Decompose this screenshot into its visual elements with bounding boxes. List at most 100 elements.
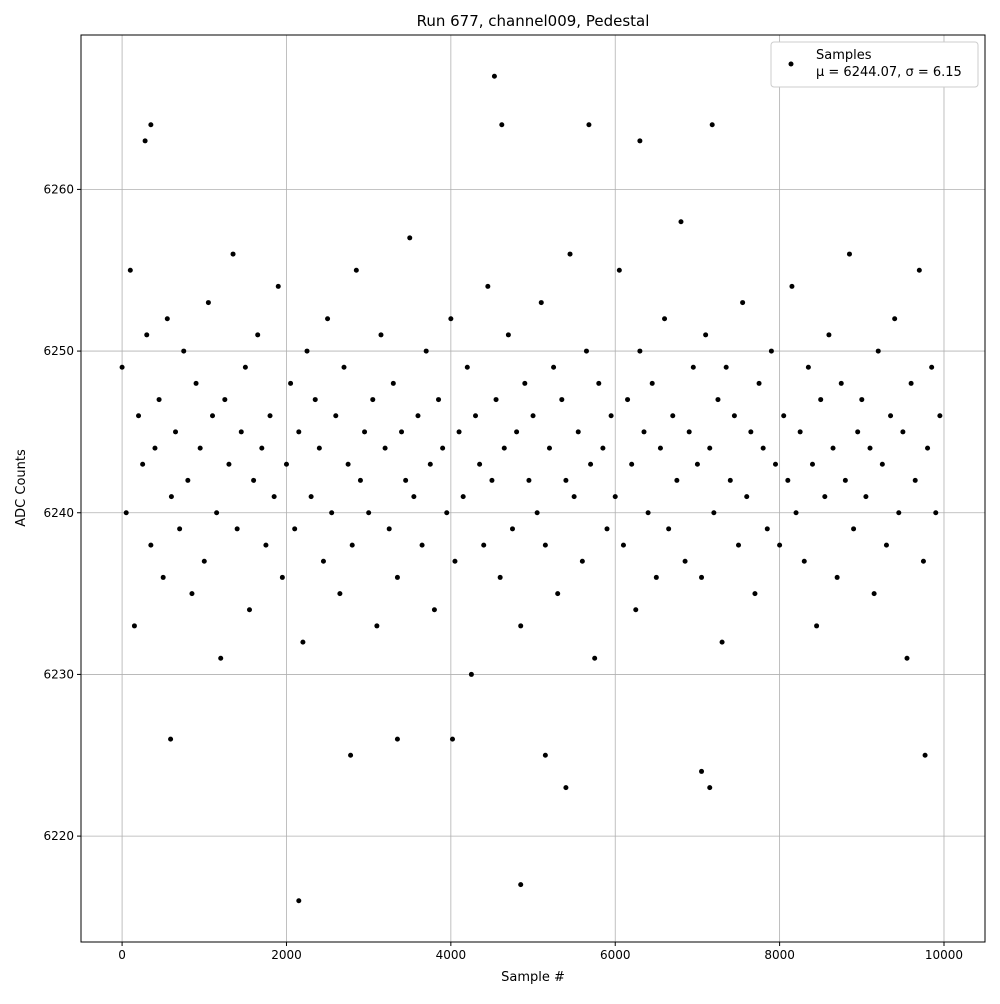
point bbox=[448, 316, 454, 322]
point bbox=[226, 461, 232, 467]
point bbox=[863, 494, 869, 500]
legend: Samples μ = 6244.07, σ = 6.15 bbox=[770, 41, 979, 88]
point bbox=[625, 397, 631, 403]
x-axis-label: Sample # bbox=[501, 970, 565, 985]
point bbox=[481, 542, 487, 548]
point bbox=[916, 267, 922, 273]
point bbox=[333, 413, 339, 419]
point bbox=[464, 364, 470, 370]
point bbox=[703, 332, 709, 338]
point bbox=[275, 283, 281, 289]
point bbox=[320, 558, 326, 564]
point bbox=[456, 429, 462, 435]
point bbox=[427, 461, 433, 467]
point bbox=[575, 429, 581, 435]
point bbox=[164, 316, 170, 322]
point bbox=[736, 542, 742, 548]
point bbox=[883, 542, 889, 548]
point bbox=[879, 461, 885, 467]
point bbox=[230, 251, 236, 257]
axes-frame bbox=[80, 34, 986, 943]
point bbox=[781, 413, 787, 419]
point bbox=[707, 445, 713, 451]
point bbox=[842, 477, 848, 483]
point bbox=[785, 477, 791, 483]
point bbox=[518, 882, 524, 888]
point bbox=[772, 461, 778, 467]
point bbox=[283, 461, 289, 467]
point bbox=[822, 494, 828, 500]
point bbox=[468, 671, 474, 677]
point bbox=[530, 413, 536, 419]
point bbox=[731, 413, 737, 419]
point bbox=[686, 429, 692, 435]
point bbox=[699, 574, 705, 580]
point bbox=[888, 413, 894, 419]
point bbox=[546, 445, 552, 451]
point bbox=[892, 316, 898, 322]
point bbox=[723, 364, 729, 370]
point bbox=[144, 332, 150, 338]
point bbox=[382, 445, 388, 451]
point bbox=[896, 510, 902, 516]
point bbox=[168, 736, 174, 742]
point bbox=[348, 752, 354, 758]
point bbox=[555, 591, 561, 597]
point bbox=[922, 752, 928, 758]
point bbox=[612, 494, 618, 500]
y-tick-label: 6260 bbox=[43, 182, 74, 196]
point bbox=[809, 461, 815, 467]
point bbox=[616, 267, 622, 273]
point bbox=[218, 655, 224, 661]
point bbox=[715, 397, 721, 403]
point bbox=[201, 558, 207, 564]
point bbox=[641, 429, 647, 435]
point bbox=[694, 461, 700, 467]
point bbox=[491, 73, 497, 79]
point bbox=[637, 348, 643, 354]
point bbox=[403, 477, 409, 483]
point bbox=[748, 429, 754, 435]
point bbox=[596, 380, 602, 386]
point bbox=[205, 300, 211, 306]
point bbox=[123, 510, 129, 516]
point bbox=[793, 510, 799, 516]
point bbox=[567, 251, 573, 257]
point bbox=[670, 413, 676, 419]
point bbox=[662, 316, 668, 322]
point bbox=[674, 477, 680, 483]
y-axis-label: ADC Counts bbox=[14, 449, 29, 527]
point bbox=[499, 122, 505, 128]
point bbox=[288, 380, 294, 386]
point bbox=[242, 364, 248, 370]
point bbox=[657, 445, 663, 451]
point bbox=[279, 574, 285, 580]
point bbox=[797, 429, 803, 435]
x-tick-label: 6000 bbox=[600, 948, 631, 962]
point bbox=[485, 283, 491, 289]
point bbox=[859, 397, 865, 403]
point bbox=[777, 542, 783, 548]
point bbox=[497, 574, 503, 580]
point bbox=[177, 526, 183, 532]
point bbox=[608, 413, 614, 419]
point bbox=[933, 510, 939, 516]
point bbox=[678, 219, 684, 225]
point bbox=[304, 348, 310, 354]
point bbox=[846, 251, 852, 257]
point bbox=[292, 526, 298, 532]
point bbox=[374, 623, 380, 629]
point bbox=[711, 510, 717, 516]
point bbox=[255, 332, 261, 338]
point bbox=[267, 413, 273, 419]
point bbox=[592, 655, 598, 661]
point bbox=[764, 526, 770, 532]
point bbox=[168, 494, 174, 500]
point bbox=[900, 429, 906, 435]
point bbox=[600, 445, 606, 451]
point bbox=[509, 526, 515, 532]
point bbox=[838, 380, 844, 386]
point bbox=[814, 623, 820, 629]
